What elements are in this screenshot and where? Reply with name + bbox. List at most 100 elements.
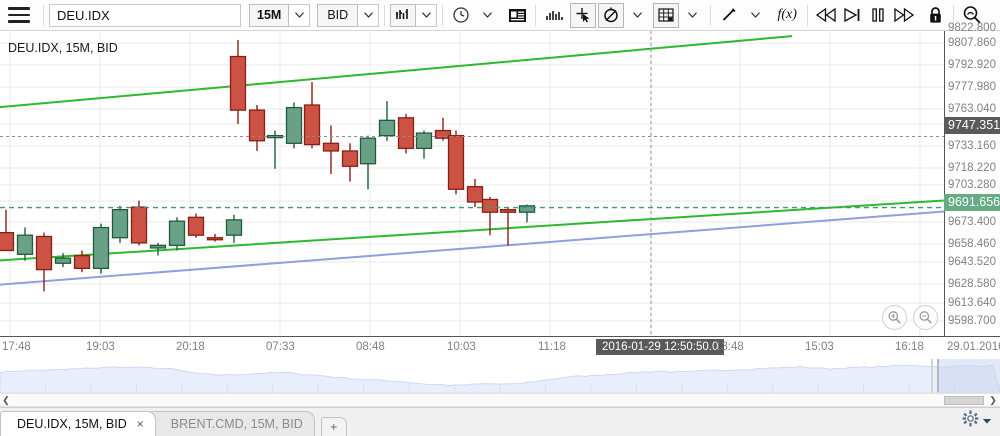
candle-body xyxy=(303,104,321,146)
chart-title-label: DEU.IDX, 15M, BID xyxy=(8,41,118,55)
bar-chart-icon[interactable] xyxy=(390,3,417,27)
price-type-chevron-down-icon[interactable] xyxy=(358,3,380,27)
draw-tool-chevron-down-icon[interactable] xyxy=(742,3,768,28)
navigator-scrollbar[interactable]: ❮ ❯ xyxy=(0,393,1000,407)
draw-tool-selector[interactable] xyxy=(716,3,768,28)
crosshair-pointer-icon[interactable] xyxy=(570,2,597,28)
price-tick-label: 9763.040 xyxy=(948,103,996,115)
grid-selector[interactable] xyxy=(653,2,705,28)
candle-body xyxy=(285,106,303,144)
news-panel-icon[interactable] xyxy=(504,3,530,28)
candlestick xyxy=(35,232,53,292)
price-tick-label: 9643.520 xyxy=(948,256,996,268)
time-axis[interactable]: 17:48 19:03 20:18 07:33 08:48 10:03 11:18 2016-… xyxy=(0,336,1000,359)
grid-settings-icon[interactable] xyxy=(653,2,680,28)
toolbar-divider xyxy=(807,4,809,26)
candle-body xyxy=(322,142,340,152)
candle-body xyxy=(149,244,167,249)
price-chart-canvas[interactable]: DEU.IDX, 15M, BID xyxy=(0,31,1000,336)
candlestick xyxy=(0,209,15,252)
candle-body xyxy=(130,206,148,244)
rewind-icon[interactable] xyxy=(813,3,839,28)
price-axis[interactable]: 9822.800 9807.860 9792.920 9777.980 9763.040… xyxy=(944,22,1000,336)
symbol-input[interactable]: DEU.IDX xyxy=(49,3,241,27)
candle-body xyxy=(35,235,53,271)
candle-body xyxy=(447,134,465,190)
time-tick-label: 10:03 xyxy=(447,341,476,353)
clock-selector[interactable] xyxy=(448,3,500,28)
candlestick xyxy=(92,223,110,274)
candle-body xyxy=(266,134,284,139)
zoom-out-icon[interactable] xyxy=(913,305,938,330)
crosshair-time-label: 2016-01-29 12:50:50.0 xyxy=(596,339,725,355)
indicator-chevron-down-icon[interactable] xyxy=(624,3,650,28)
clock-icon[interactable] xyxy=(448,3,474,28)
candlestick xyxy=(248,105,266,151)
price-tick-label: 9777.980 xyxy=(948,81,996,93)
price-tick-label: 9733.160 xyxy=(948,140,996,152)
tab-deu-idx[interactable]: DEU.IDX, 15M, BID × xyxy=(0,411,156,436)
indicator-selector[interactable] xyxy=(598,2,650,28)
price-tick-label: 9718.220 xyxy=(948,162,996,174)
timeframe-selector[interactable]: 15M xyxy=(249,3,311,27)
candlestick xyxy=(187,213,205,238)
price-tick-label: 9807.860 xyxy=(948,37,996,49)
price-type-selector[interactable]: BID xyxy=(317,3,380,27)
candle-body xyxy=(341,150,359,167)
candlestick xyxy=(111,205,129,243)
main-toolbar: DEU.IDX 15M BID xyxy=(0,0,1000,31)
volume-bars-icon[interactable] xyxy=(541,3,567,28)
candlestick xyxy=(341,143,359,182)
no-indicator-icon[interactable] xyxy=(598,2,625,28)
gear-icon[interactable] xyxy=(962,410,979,432)
candlestick xyxy=(359,135,377,190)
toolbar-divider xyxy=(953,4,955,26)
candle-body xyxy=(16,234,34,255)
time-tick-label: 20:18 xyxy=(176,341,205,353)
pause-icon[interactable] xyxy=(865,3,891,28)
candlestick xyxy=(303,82,321,149)
function-button[interactable]: f(x) xyxy=(772,3,802,28)
tab-brent-cmd[interactable]: BRENT.CMD, 15M, BID xyxy=(147,411,315,436)
price-tick-label: 9628.580 xyxy=(948,278,996,290)
price-tick-highlight: 9691.656 xyxy=(944,194,1000,211)
grid-chevron-down-icon[interactable] xyxy=(679,3,705,28)
candlestick xyxy=(229,39,247,125)
candle-body xyxy=(73,254,91,270)
navigator-selection-window xyxy=(938,359,1000,393)
step-back-icon[interactable] xyxy=(839,3,865,28)
candle-body xyxy=(518,205,536,213)
candlestick xyxy=(378,101,396,141)
timeframe-button[interactable]: 15M xyxy=(249,3,290,27)
scroll-right-arrow-icon[interactable]: ❯ xyxy=(989,394,997,405)
price-type-button[interactable]: BID xyxy=(317,3,359,27)
candlestick xyxy=(73,250,91,273)
scroll-left-arrow-icon[interactable]: ❮ xyxy=(2,394,10,405)
chart-navigator[interactable] xyxy=(0,359,1000,397)
candle-body xyxy=(54,257,72,264)
lock-icon[interactable] xyxy=(922,3,948,28)
toolbar-divider xyxy=(43,4,44,26)
scrollbar-thumb[interactable] xyxy=(944,396,984,405)
add-tab-button[interactable]: + xyxy=(320,417,347,436)
zoom-search-icon[interactable] xyxy=(959,3,985,28)
pencil-line-icon[interactable] xyxy=(716,3,742,28)
chart-type-chevron-down-icon[interactable] xyxy=(416,3,438,27)
price-tick-highlight: 9747.351 xyxy=(944,117,1000,134)
symbol-value: DEU.IDX xyxy=(57,7,110,23)
clock-chevron-down-icon[interactable] xyxy=(474,3,500,28)
candle-body xyxy=(434,129,452,139)
timeframe-chevron-down-icon[interactable] xyxy=(289,3,311,27)
chart-zoom-controls xyxy=(882,305,938,330)
trendline-upper-resistance xyxy=(0,35,793,109)
toolbar-divider xyxy=(535,4,537,26)
zoom-in-icon[interactable] xyxy=(882,305,907,330)
candlestick xyxy=(322,125,340,174)
fast-forward-icon[interactable] xyxy=(891,3,917,28)
chevron-down-icon[interactable] xyxy=(982,412,992,430)
close-icon[interactable]: × xyxy=(136,417,144,431)
trendline-secondary-support xyxy=(0,210,944,286)
candle-body xyxy=(378,119,396,137)
chart-type-selector[interactable] xyxy=(390,3,438,27)
hamburger-menu-icon[interactable] xyxy=(8,7,30,23)
